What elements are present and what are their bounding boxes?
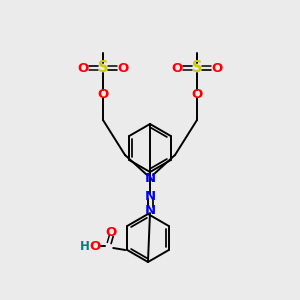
Text: O: O [171,61,183,74]
Text: O: O [106,226,117,238]
Text: O: O [77,61,88,74]
Text: N: N [144,203,156,217]
Text: O: O [90,239,101,253]
Text: O: O [98,88,109,101]
Text: N: N [144,172,156,184]
Text: O: O [212,61,223,74]
Text: H: H [80,239,90,253]
Text: S: S [98,61,108,76]
Text: N: N [144,190,156,202]
Text: O: O [117,61,129,74]
Text: S: S [192,61,202,76]
Text: O: O [191,88,203,101]
